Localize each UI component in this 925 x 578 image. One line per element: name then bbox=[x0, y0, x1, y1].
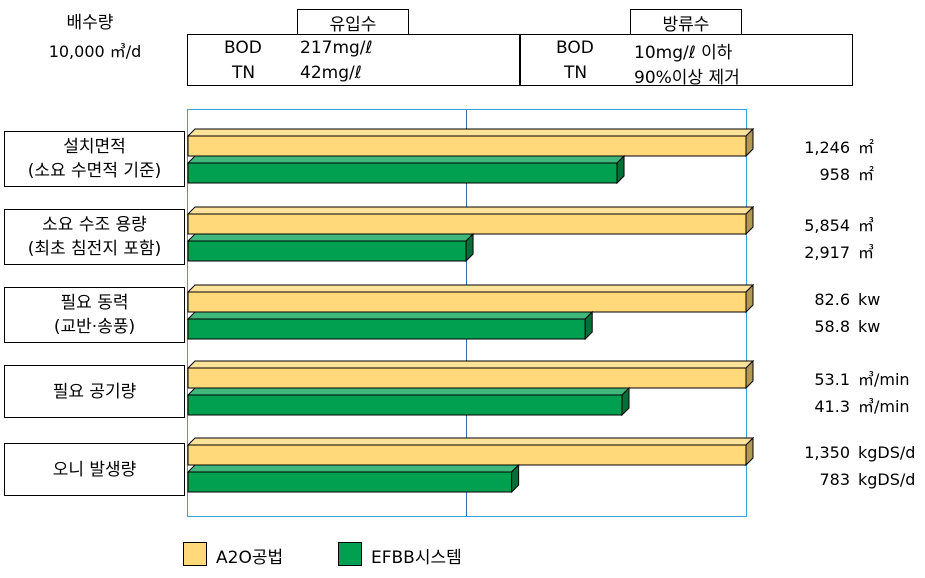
bar-efbb-4 bbox=[186, 463, 520, 494]
value-label-efbb-4: 783 kgDS/d bbox=[782, 470, 915, 489]
category-label-3: 필요 공기량 bbox=[52, 381, 137, 402]
effluent-tn-value: 90%이상 제거 bbox=[634, 68, 740, 88]
category-label-0-line-2: (소요 수면적 기준) bbox=[27, 161, 162, 181]
value-unit: kw bbox=[858, 317, 881, 336]
influent-box bbox=[187, 34, 520, 86]
value-number: 53.1 bbox=[814, 370, 850, 389]
value-label-a2o-0: 1,246 ㎡ bbox=[782, 134, 874, 158]
flow-label: 배수량 bbox=[66, 13, 114, 33]
category-label-1-line-1: 소요 수조 용량 bbox=[42, 215, 147, 235]
category-box-2: 필요 동력 (교반·송풍) bbox=[4, 287, 185, 343]
value-unit: ㎥ bbox=[858, 243, 875, 262]
value-unit: kgDS/d bbox=[858, 470, 916, 489]
legend-swatch-a2o bbox=[183, 542, 207, 566]
legend-label-a2o: A2O공법 bbox=[216, 548, 284, 568]
bar-a2o-2 bbox=[186, 283, 755, 314]
category-label-2-line-1: 필요 동력 bbox=[60, 293, 129, 313]
category-label-0-line-1: 설치면적 bbox=[63, 137, 126, 157]
value-number: 1,350 bbox=[804, 443, 850, 462]
category-box-1: 소요 수조 용량 (최초 침전지 포함) bbox=[4, 209, 185, 265]
effluent-box bbox=[520, 34, 853, 86]
category-box-3: 필요 공기량 bbox=[4, 365, 185, 418]
flow-value: 10,000 ㎥/d bbox=[48, 42, 142, 61]
legend-label-efbb: EFBB시스템 bbox=[371, 548, 462, 568]
effluent-tn-label: TN bbox=[564, 63, 588, 83]
effluent-bod-value: 10mg/ℓ 이하 bbox=[634, 43, 733, 63]
bar-a2o-1 bbox=[186, 205, 755, 236]
effluent-title: 방류수 bbox=[662, 15, 710, 35]
value-label-a2o-2: 82.6 kw bbox=[782, 290, 880, 309]
category-label-2-line-2: (교반·송풍) bbox=[53, 317, 136, 337]
value-unit: ㎥ bbox=[858, 216, 875, 235]
value-label-efbb-3: 41.3 ㎥/min bbox=[782, 393, 910, 417]
value-label-a2o-1: 5,854 ㎥ bbox=[782, 212, 874, 236]
influent-tn-value: 42mg/ℓ bbox=[300, 63, 362, 83]
category-label-1-line-2: (최초 침전지 포함) bbox=[27, 239, 162, 259]
value-number: 1,246 bbox=[804, 138, 850, 157]
value-number: 82.6 bbox=[814, 290, 850, 309]
bar-efbb-1 bbox=[186, 232, 475, 263]
influent-tn-label: TN bbox=[232, 63, 256, 83]
influent-title: 유입수 bbox=[329, 15, 377, 35]
value-number: 5,854 bbox=[804, 216, 850, 235]
value-number: 58.8 bbox=[814, 317, 850, 336]
influent-bod-value: 217mg/ℓ bbox=[300, 38, 373, 58]
category-box-4: 오니 발생량 bbox=[4, 443, 185, 496]
bar-a2o-3 bbox=[186, 359, 755, 390]
value-label-a2o-3: 53.1 ㎥/min bbox=[782, 366, 910, 390]
value-number: 2,917 bbox=[804, 243, 850, 262]
category-label-4: 오니 발생량 bbox=[52, 459, 137, 480]
plot-area-frame bbox=[187, 109, 747, 517]
influent-bod-label: BOD bbox=[224, 38, 262, 58]
value-unit: ㎥/min bbox=[858, 397, 910, 416]
legend-swatch-efbb bbox=[338, 542, 362, 566]
value-label-efbb-2: 58.8 kw bbox=[782, 317, 880, 336]
value-label-efbb-1: 2,917 ㎥ bbox=[782, 239, 874, 263]
value-unit: ㎥/min bbox=[858, 370, 910, 389]
bar-efbb-2 bbox=[186, 310, 594, 341]
effluent-bod-label: BOD bbox=[556, 38, 594, 58]
value-label-efbb-0: 958 ㎡ bbox=[782, 161, 874, 185]
category-box-0: 설치면적 (소요 수면적 기준) bbox=[4, 131, 185, 187]
bar-efbb-3 bbox=[186, 386, 631, 417]
value-unit: ㎡ bbox=[858, 165, 875, 184]
bar-efbb-0 bbox=[186, 154, 626, 185]
bar-a2o-0 bbox=[186, 127, 755, 158]
value-number: 783 bbox=[819, 470, 850, 489]
value-unit: ㎡ bbox=[858, 138, 875, 157]
influent-title-box: 유입수 bbox=[297, 9, 409, 35]
bar-a2o-4 bbox=[186, 436, 755, 467]
effluent-title-box: 방류수 bbox=[630, 9, 742, 35]
value-unit: kw bbox=[858, 290, 881, 309]
value-number: 41.3 bbox=[814, 397, 850, 416]
value-number: 958 bbox=[819, 165, 850, 184]
value-unit: kgDS/d bbox=[858, 443, 916, 462]
value-label-a2o-4: 1,350 kgDS/d bbox=[782, 443, 915, 462]
